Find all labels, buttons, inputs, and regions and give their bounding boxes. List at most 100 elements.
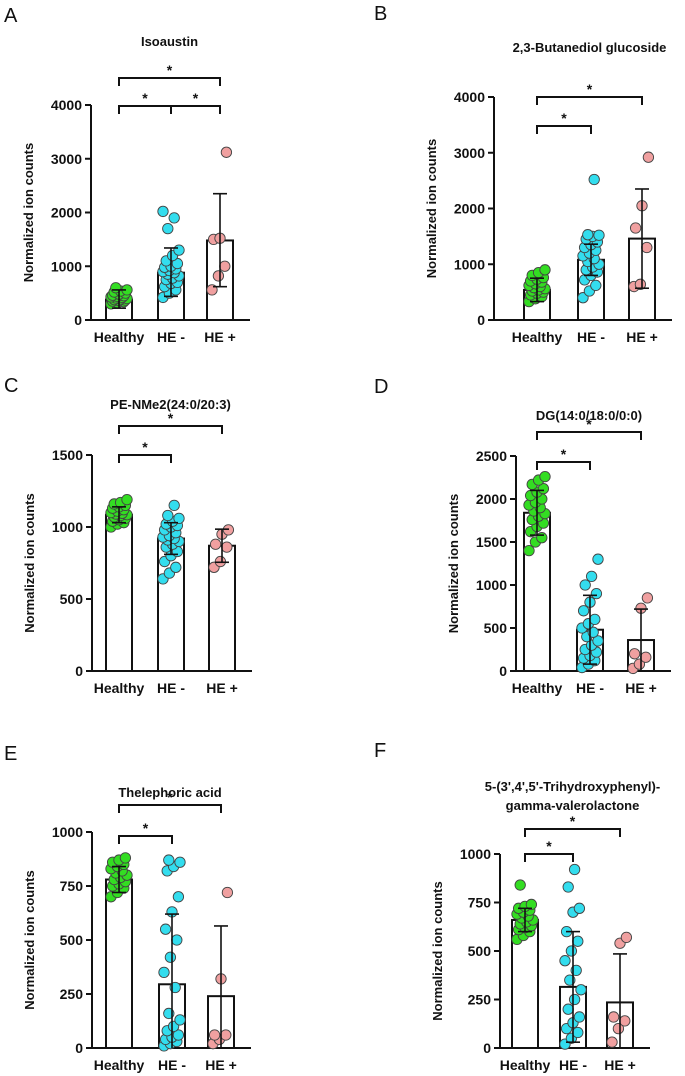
x-tick-label: HE + [625,680,657,696]
significance-bracket [536,125,592,134]
data-point [612,1022,625,1035]
x-tick-label: Healthy [512,329,563,345]
x-tick-label: HE - [559,1057,587,1073]
panel-letter: D [374,376,388,398]
data-point [585,570,598,583]
x-tick-label: HE - [576,680,604,696]
data-point [208,1029,221,1041]
data-point [641,241,653,254]
data-point [568,863,581,876]
x-tick-label: HE + [205,1057,237,1073]
x-tick-label: HE + [204,329,236,345]
data-point [525,898,538,911]
chart-title: PE-NMe2(24:0/20:3) [110,397,231,412]
data-point [588,173,600,186]
data-point [536,532,548,544]
y-tick-label: 0 [477,312,485,328]
y-tick-label: 1500 [52,447,83,463]
panel-B: B 2,3-Butanediol glucoside 0 1000 2000 3000 40… [374,3,672,345]
significance-bracket [118,105,172,114]
data-point [539,470,551,483]
x-tick-label: Healthy [512,680,563,696]
chart-title: 2,3-Butanediol glucoside [513,40,667,55]
significance-bracket [170,105,221,114]
data-point [565,945,578,957]
y-tick-label: 2000 [454,201,485,217]
y-tick-label: 2500 [476,448,507,464]
y-tick-label: 2000 [51,205,82,221]
chart-title: DG(14:0/18:0/0:0) [536,408,642,423]
data-point [592,553,604,565]
significance-bracket [536,96,643,105]
chart-title: Thelephoric acid [118,785,221,800]
data-point [172,1029,185,1041]
y-tick-label: 1000 [52,824,83,840]
data-point [168,499,180,512]
significance-bracket [524,828,621,837]
panel-D: D DG(14:0/18:0/0:0) 0 500 1000 1500 2000 2500 No… [374,376,671,696]
panel-F: F 5-(3',4',5'-Trihydroxyphenyl)- gamma-val… [374,740,660,1073]
data-point [220,146,233,158]
chart-title: 5-(3',4',5'-Trihydroxyphenyl)- [485,779,660,794]
panel-E: E Thelephoric acid 0 250 500 750 1000 Normalize… [4,743,251,1073]
y-tick-label: 0 [499,663,507,679]
y-tick-label: 750 [60,878,84,894]
panel-C: C PE-NMe2(24:0/20:3) 0 500 1000 1500 Normalize… [4,375,252,696]
y-tick-label: 1000 [51,258,82,274]
y-axis-label: Normalized ion counts [22,493,37,632]
data-point [590,279,602,292]
data-point [121,493,133,506]
bar-Healthy [105,878,133,1050]
data-point [572,1026,584,1039]
data-point [171,934,183,946]
data-point [577,605,590,617]
chart-title: gamma-valerolactone [506,798,640,813]
data-point [559,955,571,967]
significance-star: * [546,838,552,854]
data-point [589,613,601,626]
x-tick-label: HE + [206,680,238,696]
data-point [119,852,132,864]
data-point [633,658,646,670]
y-tick-label: 1500 [476,534,507,550]
y-axis-label: Normalized ion counts [446,494,461,633]
panel-letter: A [4,5,18,27]
y-axis-label: Normalized ion counts [21,143,36,282]
significance-bracket [118,77,221,86]
data-point [562,881,574,893]
data-point [221,886,234,899]
y-tick-label: 0 [74,312,82,328]
data-point [629,222,642,234]
data-point [592,635,604,647]
significance-star: * [561,110,567,126]
y-tick-label: 3000 [51,151,82,167]
data-point [562,1003,574,1015]
x-tick-label: HE - [157,329,185,345]
significance-star: * [570,813,576,829]
y-tick-label: 4000 [51,97,82,113]
x-tick-label: HE + [626,329,658,345]
data-point [593,229,605,241]
data-point [568,993,581,1006]
significance-star: * [168,410,174,426]
significance-bracket [118,454,172,463]
significance-star: * [193,90,199,106]
y-tick-label: 3000 [454,145,485,161]
panel-A: A Isoaustin 0 1000 2000 3000 4000 Normalized io… [4,5,250,345]
data-point [537,483,550,495]
significance-star: * [143,820,149,836]
y-tick-label: 2000 [476,491,507,507]
data-point [173,244,185,256]
y-tick-label: 500 [60,591,84,607]
data-point [573,902,586,914]
significance-star: * [561,446,567,462]
data-point [163,854,175,866]
data-point [164,951,177,963]
data-point [162,222,174,235]
data-point [173,512,185,525]
data-point [174,856,186,868]
y-tick-label: 4000 [454,89,485,105]
data-point [640,651,652,663]
data-point [221,541,233,553]
